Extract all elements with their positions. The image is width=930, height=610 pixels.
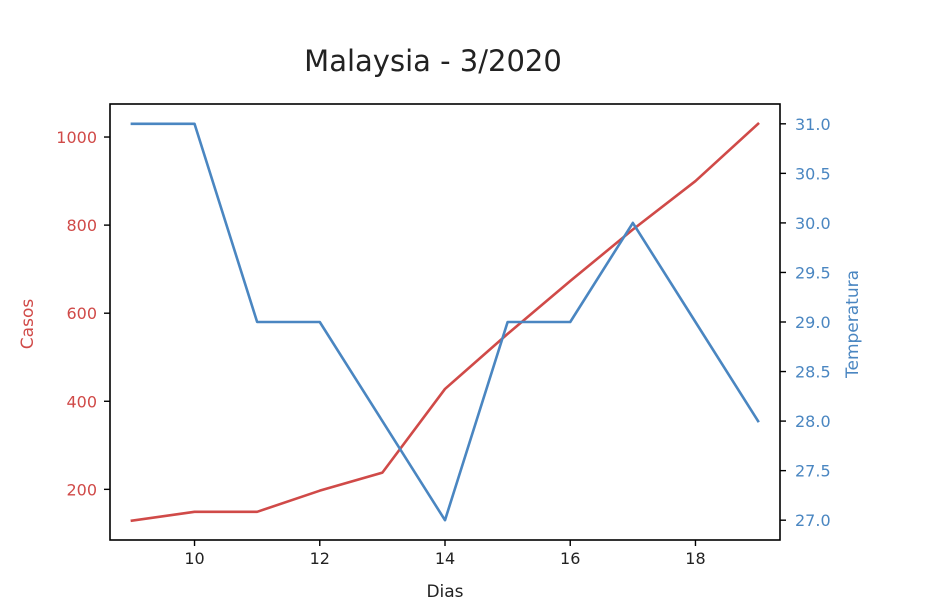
x-tick-label: 14 [435,549,455,568]
series-line-casos [130,121,760,523]
left-y-tick-label: 200 [66,480,97,499]
right-y-tick-label: 28.5 [795,363,831,382]
right-y-tick-label: 30.0 [795,214,831,233]
right-y-axis-label: Temperatura [843,270,863,379]
left-y-tick-label: 600 [66,304,97,323]
series-line-temperatura [130,122,760,522]
left-y-tick-label: 800 [66,216,97,235]
plot-area: 10 12 14 16 18 200 400 600 800 1000 27.0 27.5 28.0 28… [56,103,831,568]
right-y-tick-label: 31.0 [795,115,831,134]
x-tick-label: 18 [685,549,705,568]
right-y-tick-label: 29.0 [795,313,831,332]
chart-title: Malaysia - 3/2020 [304,44,562,78]
right-y-tick-label: 29.5 [795,263,831,282]
right-y-tick-label: 30.5 [795,164,831,183]
x-tick-label: 16 [560,549,580,568]
left-y-tick-label: 1000 [56,128,97,147]
x-axis-label: Dias [426,582,463,602]
right-y-tick-label: 27.5 [795,462,831,481]
right-y-tick-label: 28.0 [795,412,831,431]
x-tick-label: 10 [184,549,204,568]
right-y-tick-label: 27.0 [795,511,831,530]
left-y-tick-label: 400 [66,392,97,411]
plot-frame [109,103,781,541]
x-tick-label: 12 [310,549,330,568]
left-y-axis-label: Casos [18,299,38,350]
